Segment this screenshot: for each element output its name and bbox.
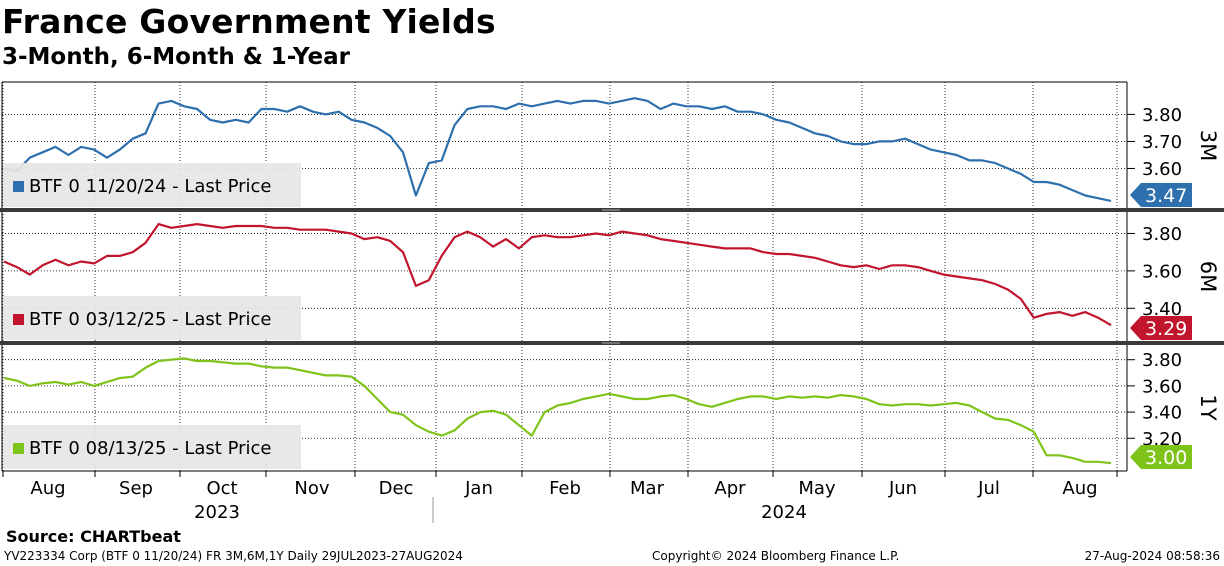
source-label: Source: CHARTbeat bbox=[6, 527, 181, 546]
timestamp-text: 27-Aug-2024 08:58:36 bbox=[1084, 549, 1220, 563]
x-tick-label: Aug bbox=[1062, 478, 1097, 499]
x-tick-label: May bbox=[798, 478, 836, 499]
series-line-1y bbox=[3, 357, 1112, 465]
last-price-tag bbox=[1130, 183, 1192, 207]
legend-swatch bbox=[13, 181, 24, 192]
legend-swatch bbox=[13, 443, 24, 454]
chart-title: France Government Yields bbox=[2, 2, 496, 41]
x-tick-label: Jan bbox=[464, 478, 493, 499]
series-line-6m bbox=[3, 223, 1112, 327]
series-line-3m bbox=[3, 97, 1112, 202]
x-tick-label: Sep bbox=[119, 478, 153, 499]
copyright-text: Copyright© 2024 Bloomberg Finance L.P. bbox=[652, 549, 900, 563]
y-tick-label: 3.80 bbox=[1142, 350, 1182, 371]
x-tick-label: Jun bbox=[888, 478, 917, 499]
y-tick-label: 3.70 bbox=[1142, 132, 1182, 153]
y-tick-label: 3.40 bbox=[1142, 299, 1182, 320]
y-tick-label: 3.60 bbox=[1142, 376, 1182, 397]
panel-3m: 3.60 3.70 3.80 BTF 0 11/20/24 - Last Price 3… bbox=[1, 81, 1220, 209]
x-tick-label: Apr bbox=[714, 478, 746, 499]
x-year-label: 2023 bbox=[194, 502, 240, 523]
panel-side-label: 3M bbox=[1196, 130, 1220, 161]
ticker-info: YV223334 Corp (BTF 0 11/20/24) FR 3M,6M,… bbox=[4, 549, 463, 563]
last-price-value: 3.47 bbox=[1145, 185, 1187, 207]
panel-side-label: 6M bbox=[1196, 261, 1220, 292]
last-price-value: 3.00 bbox=[1145, 447, 1187, 469]
legend-box bbox=[3, 425, 301, 469]
legend-swatch bbox=[13, 314, 24, 325]
x-tick-label: Oct bbox=[206, 478, 237, 499]
last-price-value: 3.29 bbox=[1145, 318, 1187, 340]
panel-side-label: 1Y bbox=[1196, 394, 1220, 420]
last-price-tag bbox=[1130, 316, 1192, 340]
legend-box bbox=[3, 163, 301, 207]
y-tick-label: 3.60 bbox=[1142, 159, 1182, 180]
panel-1y: 3.20 3.40 3.60 3.80 BTF 0 08/13/25 - Last Pr… bbox=[1, 343, 1220, 471]
x-tick-label: Feb bbox=[549, 478, 581, 499]
legend-label: BTF 0 08/13/25 - Last Price bbox=[29, 438, 272, 459]
y-tick-label: 3.60 bbox=[1142, 261, 1182, 282]
x-tick-label: Aug bbox=[30, 478, 65, 499]
last-price-tag bbox=[1130, 445, 1192, 469]
chart-subtitle: 3-Month, 6-Month & 1-Year bbox=[2, 44, 350, 70]
legend-label: BTF 0 11/20/24 - Last Price bbox=[29, 176, 272, 197]
y-tick-label: 3.40 bbox=[1142, 403, 1182, 424]
x-tick-label: Nov bbox=[294, 478, 329, 499]
x-tick-label: Mar bbox=[630, 478, 665, 499]
y-tick-label: 3.20 bbox=[1142, 429, 1182, 450]
x-year-label: 2024 bbox=[761, 502, 807, 523]
y-tick-label: 3.80 bbox=[1142, 105, 1182, 126]
x-tick-label: Jul bbox=[977, 478, 1000, 499]
y-tick-label: 3.80 bbox=[1142, 224, 1182, 245]
legend-label: BTF 0 03/12/25 - Last Price bbox=[29, 309, 272, 330]
legend-box bbox=[3, 296, 301, 340]
panel-6m: 3.40 3.60 3.80 BTF 0 03/12/25 - Last Price 3… bbox=[1, 210, 1220, 342]
x-tick-label: Dec bbox=[379, 478, 414, 499]
